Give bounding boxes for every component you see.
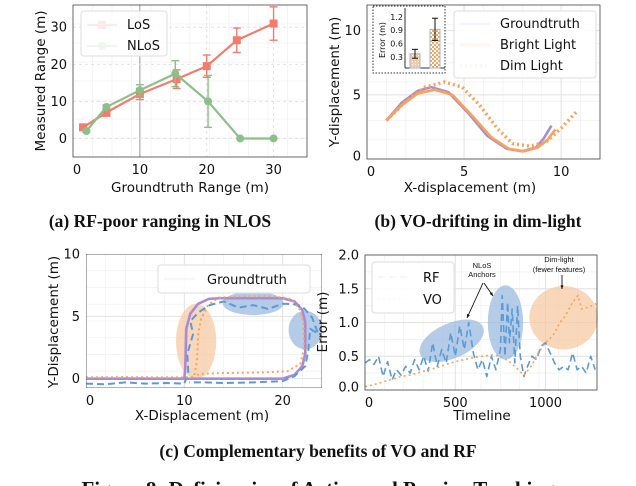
inset-tick-label: 0.9 xyxy=(390,26,403,35)
data-point xyxy=(102,108,111,117)
inset-tick-label: 0.6 xyxy=(390,40,403,49)
chart-c-ylabel: Y-Displacement (m) xyxy=(46,256,62,389)
y-tick-label: 0 xyxy=(72,372,80,387)
chart-d-xlabel: Timeline xyxy=(452,408,510,424)
chart-b-xlabel: X-displacement (m) xyxy=(404,180,536,196)
chart-c-xlabel: X-Displacement (m) xyxy=(135,408,269,424)
legend-groundtruth-c: Groundtruth xyxy=(207,273,287,288)
x-tick-label: 0 xyxy=(367,165,375,180)
chart-b-legend: Groundtruth Bright Light Dim Light xyxy=(453,10,597,79)
annotation-nlos-line1: NLoS xyxy=(473,261,492,270)
x-tick-label: 1000 xyxy=(529,396,562,411)
chart-d-ylabel: Error (m) xyxy=(315,292,331,353)
legend-bright-light: Bright Light xyxy=(500,38,576,53)
data-point xyxy=(135,86,144,95)
chart-a-xlabel: Groundtruth Range (m) xyxy=(111,180,269,196)
annotation-arrow xyxy=(466,282,484,319)
annotation-arrowhead xyxy=(489,292,493,296)
annotation-nlos-line2: Anchors xyxy=(468,270,496,279)
data-point xyxy=(172,75,181,84)
x-tick-label: 10 xyxy=(553,165,570,180)
y-tick-label: 30 xyxy=(50,21,67,36)
x-tick-label: 0 xyxy=(73,163,81,178)
chart-d-legend: RF VO xyxy=(371,261,455,314)
x-tick-label: 30 xyxy=(265,163,282,178)
x-tick-label: 0 xyxy=(86,394,94,409)
annotation-arrowhead xyxy=(560,285,564,289)
x-tick-label: 500 xyxy=(443,396,468,411)
data-point xyxy=(204,97,213,106)
annotation-dim-line2: (fewer features) xyxy=(533,265,586,274)
x-tick-label: 20 xyxy=(198,163,215,178)
chart-a-ylabel: Measured Range (m) xyxy=(33,11,49,152)
y-tick-label: 20 xyxy=(50,58,67,73)
series-rf-line xyxy=(86,300,320,386)
y-tick-label: 0.0 xyxy=(338,381,359,396)
inset-tick-label: 0.3 xyxy=(390,53,403,62)
data-point xyxy=(102,102,111,111)
legend-vo: VO xyxy=(423,293,442,308)
data-point xyxy=(202,62,211,71)
legend-nlos: NLoS xyxy=(127,39,160,54)
x-tick-label: 10 xyxy=(132,163,149,178)
caption-b: (b) VO-drifting in dim-light xyxy=(375,211,582,231)
legend-rf: RF xyxy=(423,271,440,286)
y-tick-label: 0.5 xyxy=(338,350,359,365)
x-tick-label: 20 xyxy=(274,394,291,409)
y-tick-label: 5 xyxy=(353,88,361,103)
data-point xyxy=(171,69,180,78)
plot-frame xyxy=(366,4,601,160)
x-tick-label: 5 xyxy=(460,165,468,180)
chart-a xyxy=(72,4,308,158)
data-point xyxy=(269,134,278,143)
caption-a: (a) RF-poor ranging in NLOS xyxy=(49,211,271,231)
y-tick-label: 0 xyxy=(353,150,361,165)
y-tick-label: 10 xyxy=(50,95,67,110)
y-tick-label: 2.0 xyxy=(338,249,359,264)
annotation-arrowhead xyxy=(467,314,470,318)
figure-caption: Figure 8: Deficiencies of Active and Pas… xyxy=(81,477,555,486)
plot-frame xyxy=(72,4,308,158)
legend-los: LoS xyxy=(127,18,150,33)
legend-groundtruth: Groundtruth xyxy=(500,17,580,32)
annotation-dim-line1: Dim-light xyxy=(544,255,575,264)
plot-frame xyxy=(364,254,598,391)
inset-ylabel: Error (m) xyxy=(378,22,387,58)
data-point xyxy=(79,123,88,132)
chart-b-ylabel: Y-displacement (m) xyxy=(327,17,343,148)
highlight-ellipse xyxy=(222,291,284,316)
y-tick-label: 10 xyxy=(344,24,361,39)
series-groundtruth-line xyxy=(86,296,307,380)
y-tick-label: 1.5 xyxy=(338,282,359,297)
y-tick-label: 1.0 xyxy=(338,316,359,331)
series-vo-line xyxy=(364,294,597,388)
chart-c-legend: Groundtruth xyxy=(157,264,311,294)
y-tick-label: 0 xyxy=(59,132,67,147)
data-point xyxy=(82,127,91,136)
data-point xyxy=(232,36,241,45)
series-rf-line xyxy=(364,294,596,381)
x-tick-label: 10 xyxy=(176,394,193,409)
data-point xyxy=(269,19,278,28)
x-tick-label: 0 xyxy=(365,396,373,411)
y-tick-label: 5 xyxy=(72,310,80,325)
data-point xyxy=(236,134,245,143)
series-bright-light-line xyxy=(385,88,557,153)
caption-c: (c) Complementary benefits of VO and RF xyxy=(159,441,476,461)
inset-tick-label: 1.2 xyxy=(390,13,403,22)
chart-a-legend: LoS NLoS xyxy=(80,10,168,57)
y-tick-label: 10 xyxy=(63,248,80,263)
legend-dim-light: Dim Light xyxy=(500,59,563,74)
